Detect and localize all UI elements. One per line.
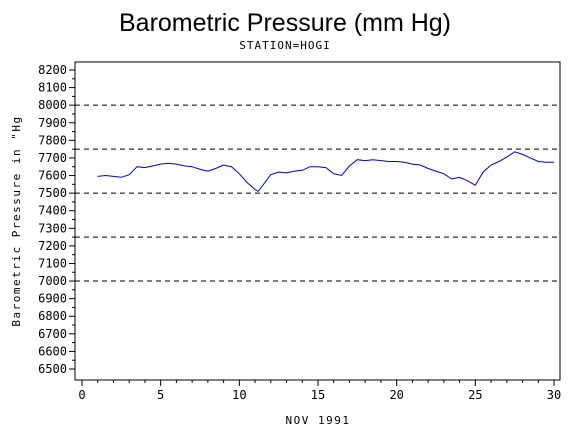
y-tick-label: 6600 xyxy=(38,344,67,358)
y-tick-label: 7800 xyxy=(38,133,67,147)
chart-title: Barometric Pressure (mm Hg) xyxy=(119,9,451,37)
x-tick-label: 25 xyxy=(468,388,482,402)
y-tick-label: 8200 xyxy=(38,63,67,77)
x-axis: 0 5 10 15 20 25 30 xyxy=(78,380,561,402)
x-tick-label: 5 xyxy=(157,388,164,402)
y-tick-label: 7600 xyxy=(38,169,67,183)
x-tick-label: 10 xyxy=(232,388,246,402)
x-tick-label: 20 xyxy=(389,388,403,402)
y-tick-label: 7000 xyxy=(38,274,67,288)
y-tick-label: 8000 xyxy=(38,98,67,112)
y-tick-label: 8100 xyxy=(38,81,67,95)
y-tick-label: 7400 xyxy=(38,204,67,218)
x-tick-label: 0 xyxy=(78,388,85,402)
reference-lines xyxy=(75,104,560,282)
chart-subtitle: STATION=HOGI xyxy=(239,39,330,52)
x-axis-title: NOV 1991 xyxy=(286,414,351,427)
x-tick-label: 15 xyxy=(311,388,325,402)
y-tick-label: 7200 xyxy=(38,239,67,253)
y-axis-title: Barometric Pressure in "Hg xyxy=(10,115,23,326)
plot-frame xyxy=(74,61,561,381)
y-tick-label: 7300 xyxy=(38,221,67,235)
pressure-series-line xyxy=(97,151,554,193)
y-tick-label: 7500 xyxy=(38,186,67,200)
y-tick-label: 7900 xyxy=(38,116,67,130)
y-axis: 6500 6600 6700 6800 6900 7000 7100 7200 7300 7400… xyxy=(38,63,75,376)
y-tick-label: 7700 xyxy=(38,151,67,165)
y-tick-label: 6700 xyxy=(38,327,67,341)
y-tick-label: 6800 xyxy=(38,309,67,323)
y-tick-label: 6900 xyxy=(38,292,67,306)
y-tick-label: 6500 xyxy=(38,362,67,376)
x-tick-label: 30 xyxy=(547,388,561,402)
y-tick-label: 7100 xyxy=(38,256,67,270)
